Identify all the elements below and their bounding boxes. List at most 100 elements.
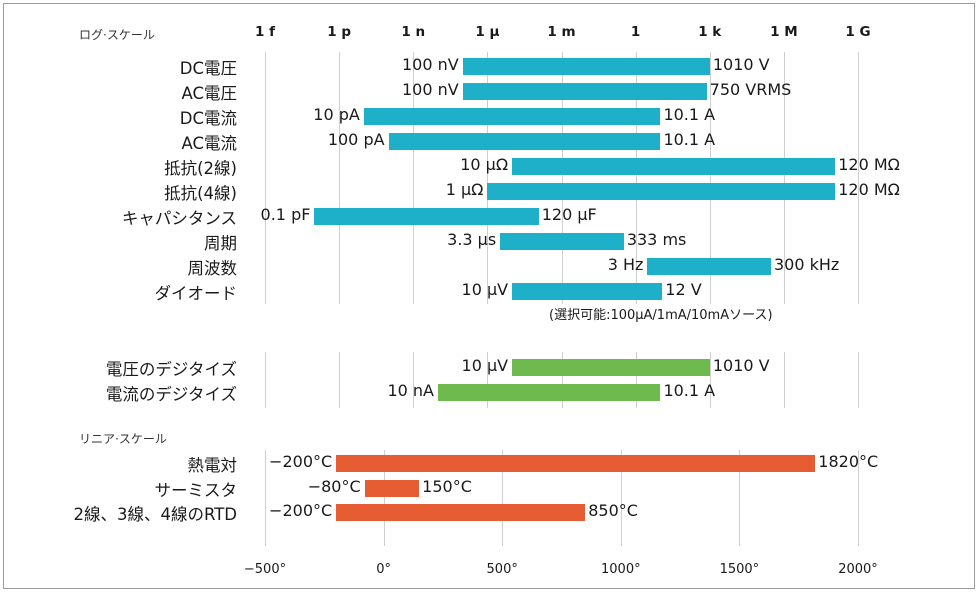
log-gridline <box>265 52 266 304</box>
linear-tick-label: 2000° <box>838 562 878 577</box>
range-bar <box>388 132 661 150</box>
digitize-gridline <box>413 352 415 408</box>
linear-gridline <box>502 450 504 546</box>
row-label: 2線、3線、4線のRTD <box>73 505 237 524</box>
log-gridline <box>413 52 415 304</box>
log-gridline <box>487 52 489 304</box>
range-bar <box>314 207 539 225</box>
range-bar <box>512 358 710 376</box>
chart-frame <box>3 3 975 589</box>
log-gridline <box>858 52 859 304</box>
log-tick-label: 1 p <box>327 24 352 40</box>
log-tick-label: 1 k <box>698 24 722 40</box>
range-bar <box>364 479 420 497</box>
min-value-label: 100 nV <box>401 55 459 74</box>
log-tick-label: 1 <box>630 24 641 40</box>
log-gridline <box>783 52 785 304</box>
linear-gridline <box>265 450 266 546</box>
row-label: 電圧のデジタイズ <box>105 360 237 379</box>
max-value-label: 1820°C <box>818 452 879 471</box>
max-value-label: 120 MΩ <box>838 180 900 199</box>
range-bar <box>512 157 836 175</box>
row-label: DC電圧 <box>179 59 237 78</box>
digitize-gridline <box>635 352 637 408</box>
digitize-gridline <box>339 352 341 408</box>
max-value-label: 1010 V <box>712 55 770 74</box>
row-label: 熱電対 <box>187 456 238 475</box>
range-bar <box>462 57 710 75</box>
row-label: キャパシタンス <box>121 209 237 228</box>
diode-source-note: (選択可能:100μA/1mA/10mAソース) <box>549 308 773 323</box>
log-gridline <box>561 52 563 304</box>
row-label: ダイオード <box>154 284 238 303</box>
min-value-label: 1 μΩ <box>445 180 484 199</box>
row-label: 抵抗(2線) <box>164 159 237 178</box>
min-value-label: −200°C <box>269 452 333 471</box>
row-label: AC電流 <box>181 134 237 153</box>
max-value-label: 150°C <box>422 477 472 496</box>
linear-scale-label: リニア·スケール <box>79 432 167 446</box>
linear-tick-label: −500° <box>243 562 287 577</box>
max-value-label: 12 V <box>665 280 702 299</box>
digitize-gridline <box>487 352 489 408</box>
log-tick-label: 1 m <box>547 24 576 40</box>
digitize-gridline <box>561 352 563 408</box>
linear-tick-label: 1500° <box>719 562 760 577</box>
linear-gridline <box>620 450 622 546</box>
linear-tick-label: 500° <box>486 562 518 577</box>
min-value-label: 0.1 pF <box>260 205 311 224</box>
digitize-gridline <box>858 352 859 408</box>
range-bar <box>487 182 836 200</box>
min-value-label: 3 Hz <box>607 255 644 274</box>
log-tick-label: 1 n <box>401 24 426 40</box>
linear-gridline <box>383 450 385 546</box>
range-bar <box>363 107 661 125</box>
digitize-gridline <box>265 352 266 408</box>
max-value-label: 750 VRMS <box>709 80 792 99</box>
min-value-label: 100 nV <box>401 80 459 99</box>
log-tick-label: 1 f <box>255 24 275 40</box>
log-gridline <box>635 52 637 304</box>
linear-gridline <box>858 450 859 546</box>
linear-tick-label: 1000° <box>601 562 641 577</box>
log-tick-label: 1 μ <box>475 24 500 40</box>
log-tick-label: 1 G <box>845 24 871 40</box>
range-bar <box>512 282 663 300</box>
max-value-label: 850°C <box>588 501 638 520</box>
row-label: DC電流 <box>179 109 237 128</box>
max-value-label: 1010 V <box>712 356 770 375</box>
log-tick-label: 1 M <box>770 24 798 40</box>
linear-gridline <box>739 450 741 546</box>
range-bar <box>462 82 707 100</box>
range-bar <box>500 232 624 250</box>
row-label: サーミスタ <box>154 481 238 500</box>
linear-tick-label: 0° <box>376 562 391 577</box>
row-label: 周波数 <box>187 259 238 278</box>
max-value-label: 300 kHz <box>773 255 840 274</box>
log-gridline <box>709 52 711 304</box>
log-scale-label: ログ·スケール <box>79 28 155 42</box>
min-value-label: 10 μV <box>461 280 509 299</box>
min-value-label: 10 μΩ <box>460 155 509 174</box>
max-value-label: 10.1 A <box>663 105 716 124</box>
max-value-label: 10.1 A <box>663 381 716 400</box>
max-value-label: 333 ms <box>626 230 687 249</box>
row-label: 周期 <box>204 234 237 253</box>
min-value-label: 10 nA <box>387 381 434 400</box>
min-value-label: 10 μV <box>461 356 509 375</box>
min-value-label: 3.3 μs <box>447 230 497 249</box>
row-label: AC電圧 <box>181 84 237 103</box>
digitize-gridline <box>709 352 711 408</box>
max-value-label: 120 MΩ <box>838 155 900 174</box>
min-value-label: −80°C <box>307 477 361 496</box>
max-value-label: 10.1 A <box>663 130 716 149</box>
digitize-gridline <box>783 352 785 408</box>
range-bar <box>336 454 816 472</box>
min-value-label: −200°C <box>269 501 333 520</box>
range-bar <box>647 257 771 275</box>
min-value-label: 10 pA <box>313 105 360 124</box>
row-label: 抵抗(4線) <box>164 184 237 203</box>
max-value-label: 120 μF <box>541 205 597 224</box>
row-label: 電流のデジタイズ <box>105 385 237 404</box>
min-value-label: 100 pA <box>327 130 385 149</box>
